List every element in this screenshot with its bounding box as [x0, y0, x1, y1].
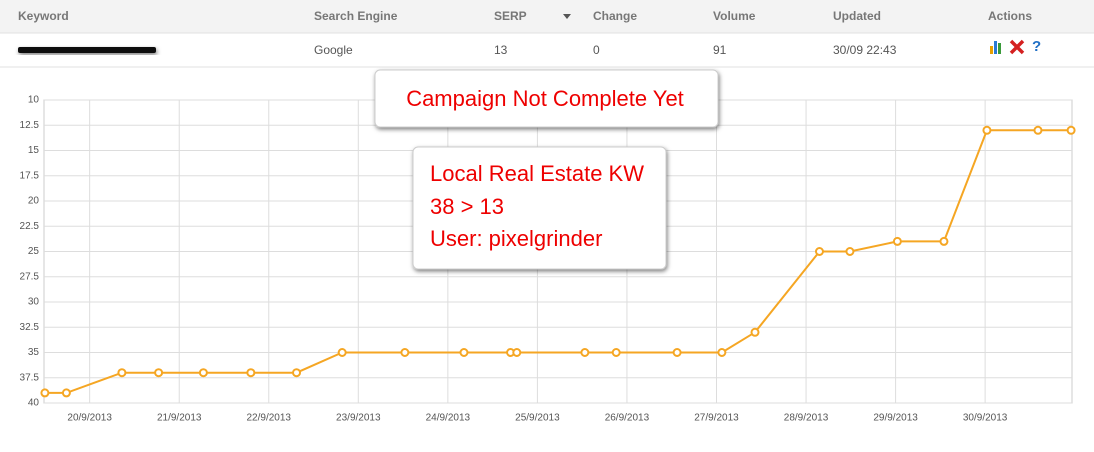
sort-arrow[interactable] [563, 14, 571, 19]
point [117, 368, 127, 378]
table-header [0, 0, 1094, 33]
header-cell: Volume [713, 9, 756, 23]
x-tick-label: 22/9/2013 [247, 413, 292, 424]
point [939, 236, 949, 246]
point [61, 388, 71, 398]
point [246, 368, 256, 378]
x-tick-label: 24/9/2013 [426, 413, 471, 424]
point [750, 327, 760, 337]
point [1033, 125, 1043, 135]
cell: 0 [593, 43, 600, 57]
y-tick-label: 32.5 [20, 322, 40, 333]
x-tick-label: 27/9/2013 [694, 413, 739, 424]
point [337, 348, 347, 357]
point [512, 348, 522, 357]
header-cell[interactable]: SERP [494, 9, 527, 23]
point [198, 368, 208, 378]
point [292, 368, 302, 378]
point [982, 125, 992, 135]
cell: 30/09 22:43 [833, 43, 897, 57]
y-tick-label: 10 [28, 95, 40, 106]
x-tick-label: 23/9/2013 [336, 413, 381, 424]
annotation-box: Campaign Not Complete Yet [374, 69, 719, 128]
redacted-keyword [18, 47, 156, 53]
y-tick-label: 17.5 [20, 170, 40, 181]
annotation: User: pixelgrinder [430, 226, 602, 251]
header-cell: Updated [833, 9, 881, 23]
x-tick-label: 21/9/2013 [157, 413, 202, 424]
x-tick-label: 20/9/2013 [67, 413, 112, 424]
header-cell: Search Engine [314, 9, 398, 23]
x-tick-label: 30/9/2013 [963, 413, 1008, 424]
x-tick-label: 29/9/2013 [873, 413, 918, 424]
point [717, 348, 727, 357]
annotation: 38 > 13 [430, 194, 504, 219]
header-cell: Actions [988, 9, 1032, 23]
point [1066, 125, 1076, 135]
point [814, 247, 824, 256]
y-tick-label: 22.5 [20, 221, 40, 232]
annotation: Local Real Estate KW [430, 161, 644, 186]
y-tick-label: 30 [28, 297, 40, 308]
point [40, 388, 50, 398]
point [400, 348, 410, 357]
annotation: Campaign Not Complete Yet [406, 86, 684, 111]
header-cell: Change [593, 9, 637, 23]
point [892, 236, 902, 246]
cell: Google [314, 43, 353, 57]
y-tick-label: 20 [28, 196, 40, 207]
delete-icon[interactable] [1009, 39, 1025, 55]
cell: 91 [713, 43, 727, 57]
cell: 13 [494, 43, 508, 57]
y-tick-label: 37.5 [20, 372, 40, 383]
point [672, 348, 682, 357]
x-tick-label: 26/9/2013 [605, 413, 650, 424]
y-tick-label: 35 [28, 347, 40, 358]
point [580, 348, 590, 357]
point [845, 247, 855, 256]
y-tick-label: 15 [28, 145, 40, 156]
annotation-box: Local Real Estate KW 38 > 13 User: pixel… [412, 146, 667, 270]
y-tick-label: 25 [28, 246, 40, 257]
chart-icon[interactable] [990, 41, 1001, 54]
header-cell: Keyword [18, 9, 69, 23]
y-tick-label: 40 [28, 398, 40, 409]
y-tick-label: 27.5 [20, 271, 40, 282]
line [44, 129, 1072, 394]
help-icon[interactable]: ? [1032, 38, 1041, 55]
x-tick-label: 28/9/2013 [784, 413, 829, 424]
y-tick-label: 12.5 [20, 120, 40, 131]
x-tick-label: 25/9/2013 [515, 413, 560, 424]
point [611, 348, 621, 357]
point [154, 368, 164, 378]
point [459, 348, 469, 357]
